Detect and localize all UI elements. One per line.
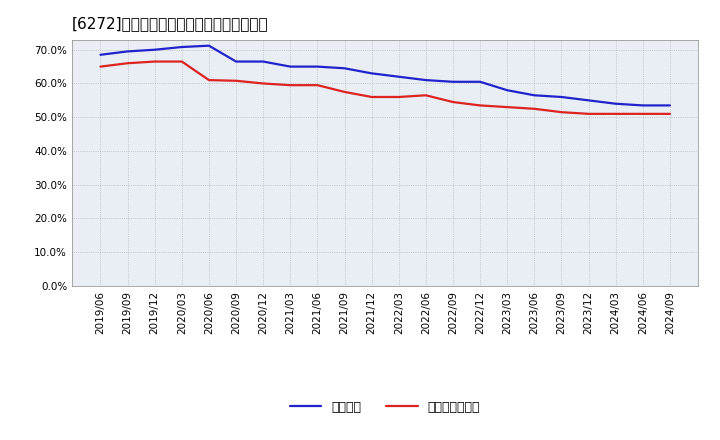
固定長期適合率	[421, 93, 430, 98]
Text: [6272]　固定比率、固定長期適合率の推移: [6272] 固定比率、固定長期適合率の推移	[72, 16, 269, 32]
固定長期適合率	[639, 111, 647, 117]
固定比率	[395, 74, 403, 79]
固定比率	[584, 98, 593, 103]
固定長期適合率	[96, 64, 105, 69]
固定比率	[341, 66, 349, 71]
固定比率	[557, 94, 566, 99]
固定比率	[204, 43, 213, 48]
固定長期適合率	[665, 111, 674, 117]
Line: 固定長期適合率: 固定長期適合率	[101, 62, 670, 114]
Line: 固定比率: 固定比率	[101, 46, 670, 106]
固定比率	[96, 52, 105, 58]
固定長期適合率	[259, 81, 268, 86]
固定長期適合率	[476, 103, 485, 108]
固定長期適合率	[503, 104, 511, 110]
固定比率	[232, 59, 240, 64]
固定比率	[313, 64, 322, 69]
固定長期適合率	[178, 59, 186, 64]
固定比率	[259, 59, 268, 64]
固定長期適合率	[286, 83, 294, 88]
固定比率	[367, 71, 376, 76]
固定長期適合率	[204, 77, 213, 83]
固定長期適合率	[530, 106, 539, 111]
固定比率	[665, 103, 674, 108]
固定比率	[421, 77, 430, 83]
固定長期適合率	[150, 59, 159, 64]
Legend: 固定比率, 固定長期適合率: 固定比率, 固定長期適合率	[285, 396, 485, 419]
固定長期適合率	[341, 89, 349, 95]
固定比率	[286, 64, 294, 69]
固定長期適合率	[584, 111, 593, 117]
固定長期適合率	[611, 111, 620, 117]
固定比率	[611, 101, 620, 106]
固定長期適合率	[557, 110, 566, 115]
固定比率	[530, 93, 539, 98]
固定比率	[503, 88, 511, 93]
固定比率	[449, 79, 457, 84]
固定比率	[639, 103, 647, 108]
固定長期適合率	[367, 94, 376, 99]
固定長期適合率	[395, 94, 403, 99]
固定長期適合率	[232, 78, 240, 84]
固定比率	[150, 47, 159, 52]
固定長期適合率	[449, 99, 457, 105]
固定長期適合率	[123, 61, 132, 66]
固定比率	[123, 49, 132, 54]
固定長期適合率	[313, 83, 322, 88]
固定比率	[178, 44, 186, 50]
固定比率	[476, 79, 485, 84]
